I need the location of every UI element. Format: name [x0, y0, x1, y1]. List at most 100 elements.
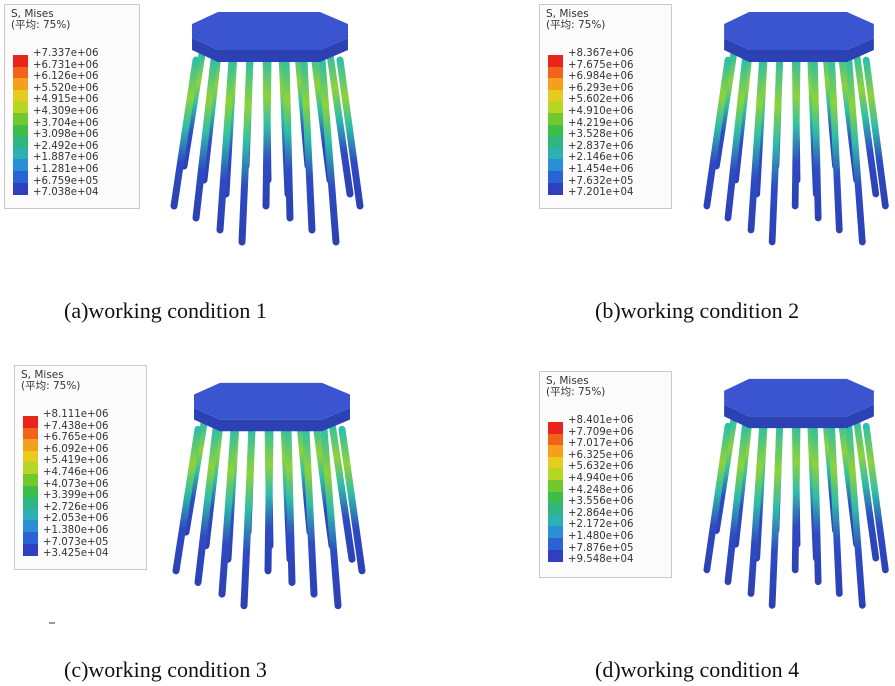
legend-tick-label: +2.492e+06	[33, 140, 99, 152]
legend-tick-label: +1.380e+06	[43, 525, 109, 536]
pile-cap-side	[724, 404, 874, 429]
colorbar-swatch	[548, 503, 563, 516]
colorbar-swatch	[13, 78, 28, 91]
colorbar-swatch	[13, 124, 28, 137]
legend-tick-label: +3.556e+06	[568, 496, 634, 508]
legend-tick-label: +2.053e+06	[43, 513, 109, 525]
colorbar-swatch	[548, 468, 563, 481]
legend-tick-label: +6.325e+06	[568, 449, 634, 461]
pile	[724, 422, 749, 586]
pile	[338, 425, 366, 575]
pile-cap-top	[724, 12, 874, 50]
pile	[853, 416, 880, 562]
legend-tick-label: +3.399e+06	[43, 490, 109, 502]
pile	[862, 422, 889, 574]
colorbar-swatch	[23, 508, 38, 521]
pile	[238, 56, 254, 246]
pile	[282, 56, 294, 222]
legend: S, Mises (平均: 75%) +7.337e+06 +6.731e+06 +…	[4, 4, 140, 209]
colorbar	[13, 55, 28, 195]
panel-a: S, Mises (平均: 75%) +7.337e+06 +6.731e+06 +…	[0, 0, 447, 343]
colorbar	[548, 55, 563, 195]
legend-tick-label: +6.092e+06	[43, 443, 109, 455]
legend-tick-label: +6.984e+06	[568, 71, 634, 83]
pile	[262, 56, 272, 210]
pile	[172, 425, 202, 575]
caption: (b)working condition 2	[595, 298, 800, 323]
legend-tick-label: +1.480e+06	[568, 531, 634, 542]
colorbar-swatch	[13, 171, 28, 184]
legend-tick-label: +6.731e+06	[33, 59, 99, 71]
legend-subtitle: (平均: 75%)	[11, 19, 71, 31]
caption: (a)working condition 1	[64, 298, 267, 323]
pile	[300, 56, 316, 234]
pile	[828, 422, 843, 597]
colorbar-swatch	[548, 514, 563, 527]
legend-tick-label: +5.632e+06	[568, 461, 634, 473]
legend-tick-label: +7.632e+05	[568, 175, 634, 187]
pile-cap-top	[194, 382, 350, 420]
pile	[216, 56, 236, 234]
pile	[853, 50, 880, 198]
pile	[828, 56, 843, 234]
pile	[180, 50, 206, 170]
colorbar-swatch	[23, 450, 38, 463]
colorbar-swatch	[13, 101, 28, 114]
colorbar-swatch	[23, 462, 38, 475]
pile	[845, 422, 866, 609]
legend-tick-label: +7.337e+06	[33, 48, 99, 59]
pile-foundation-model	[172, 382, 366, 610]
legend-title: S, Mises	[546, 8, 589, 20]
legend-tick-label: +2.726e+06	[43, 501, 109, 513]
colorbar-swatch	[23, 520, 38, 533]
colorbar-swatch	[23, 474, 38, 487]
legend-tick-label: +4.940e+06	[568, 473, 634, 484]
legend-tick-label: +8.367e+06	[568, 48, 634, 59]
colorbar-swatch	[548, 549, 563, 562]
pile	[182, 420, 208, 536]
legend-tick-label: +4.248e+06	[568, 484, 634, 496]
legend-tick-label: +6.293e+06	[568, 82, 634, 94]
colorbar-swatch	[548, 113, 563, 126]
legend-tick-label: +4.073e+06	[43, 478, 109, 490]
legend-tick-label: +4.309e+06	[33, 106, 99, 117]
colorbar-swatch	[548, 147, 563, 160]
pile	[284, 425, 296, 586]
pile	[703, 56, 732, 210]
colorbar-swatch	[13, 159, 28, 172]
colorbar-swatch	[548, 171, 563, 184]
pile	[862, 56, 889, 210]
colorbar-swatch	[548, 491, 563, 504]
pile	[724, 56, 749, 222]
colorbar-swatch	[548, 433, 563, 446]
pile	[326, 50, 354, 198]
colorbar-swatch	[548, 124, 563, 137]
pile	[240, 425, 256, 610]
legend-tick-label: +1.887e+06	[33, 152, 99, 164]
panel-c: S, Mises (平均: 75%) +8.111e+06 +7.438e+06 +…	[0, 343, 447, 686]
pile	[811, 56, 822, 222]
legend-tick-label: +5.419e+06	[43, 455, 109, 467]
colorbar-swatch	[23, 439, 38, 452]
pile	[768, 422, 784, 609]
legend-tick-label: +1.281e+06	[33, 164, 99, 175]
legend-tick-label: +7.709e+06	[568, 426, 634, 438]
legend-title: S, Mises	[21, 369, 64, 381]
legend-tick-label: +7.017e+06	[568, 438, 634, 450]
colorbar-swatch	[548, 101, 563, 114]
legend-tick-label: +3.528e+06	[568, 129, 634, 141]
pile	[791, 56, 801, 210]
legend-subtitle: (平均: 75%)	[21, 380, 81, 392]
caption: (d)working condition 4	[595, 657, 800, 682]
pile	[218, 425, 238, 598]
colorbar-swatch	[548, 456, 563, 469]
legend-tick-label: +7.876e+05	[568, 542, 634, 554]
colorbar-swatch	[548, 66, 563, 79]
colorbar-swatch	[23, 416, 38, 429]
legend-tick-label: +7.073e+05	[43, 536, 109, 548]
pile	[713, 50, 738, 170]
pile	[791, 422, 801, 574]
pile	[302, 425, 318, 598]
pile	[328, 420, 356, 563]
colorbar-swatch	[13, 66, 28, 79]
